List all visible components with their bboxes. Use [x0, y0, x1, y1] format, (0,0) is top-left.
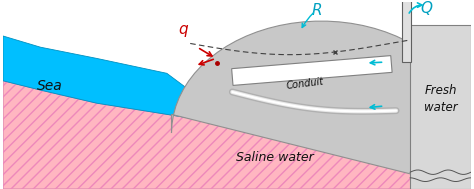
Text: Conduit: Conduit [285, 76, 324, 91]
Polygon shape [3, 81, 471, 189]
Text: Sea: Sea [37, 79, 63, 93]
Text: Saline water: Saline water [236, 151, 313, 164]
Text: q: q [178, 22, 188, 37]
Text: R: R [311, 3, 322, 18]
Polygon shape [410, 25, 471, 189]
Text: Fresh
water: Fresh water [424, 84, 457, 114]
Polygon shape [3, 36, 237, 125]
Polygon shape [172, 21, 471, 189]
Polygon shape [402, 0, 411, 62]
Text: Q: Q [420, 2, 433, 16]
Polygon shape [232, 56, 392, 85]
